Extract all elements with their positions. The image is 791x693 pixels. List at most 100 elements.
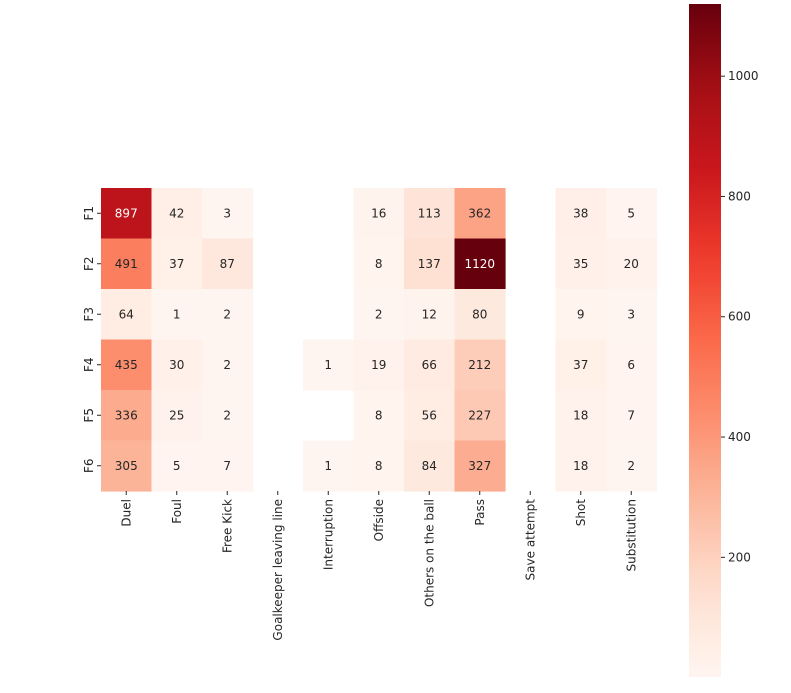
heatmap-cell xyxy=(606,339,658,391)
heatmap-cell xyxy=(202,238,254,290)
cell-value-label: 1 xyxy=(324,358,332,372)
heatmap-cell xyxy=(404,188,456,240)
cell-value-label: 8 xyxy=(375,459,383,473)
cell-value-label: 8 xyxy=(375,257,383,271)
cell-value-label: 18 xyxy=(573,408,588,422)
colorbar-fill xyxy=(689,4,721,677)
heatmap-cell xyxy=(353,188,405,240)
cell-value-label: 5 xyxy=(627,206,635,220)
heatmap-cell xyxy=(454,339,506,391)
y-tick-label: F2 xyxy=(82,256,96,271)
cell-value-label: 38 xyxy=(573,206,588,220)
heatmap-cell xyxy=(151,238,203,290)
cell-value-label: 56 xyxy=(422,408,437,422)
heatmap-cell xyxy=(202,289,254,341)
x-tick-label: Others on the ball xyxy=(422,499,436,607)
cell-value-label: 9 xyxy=(577,307,585,321)
y-tick-labels: F1 F2 F3 F4 F5 F6 xyxy=(82,206,101,473)
cell-value-label: 80 xyxy=(472,307,487,321)
cell-value-label: 19 xyxy=(371,358,386,372)
heatmap-cell xyxy=(454,440,506,492)
x-tick-label: Duel xyxy=(119,499,133,527)
cell-value-label: 2 xyxy=(223,307,231,321)
cell-value-label: 66 xyxy=(422,358,437,372)
heatmap-cell xyxy=(606,390,658,442)
cell-value-label: 305 xyxy=(115,459,138,473)
cell-value-label: 16 xyxy=(371,206,386,220)
cell-value-label: 327 xyxy=(468,459,491,473)
heatmap-cell xyxy=(101,390,153,442)
heatmap-cell xyxy=(404,390,456,442)
heatmap-cell xyxy=(454,390,506,442)
heatmap-cell xyxy=(606,238,658,290)
cell-value-label: 37 xyxy=(573,358,588,372)
colorbar-tick-label: 600 xyxy=(728,310,751,324)
cell-value-label: 113 xyxy=(418,206,441,220)
y-tick-label: F1 xyxy=(82,206,96,221)
cell-value-label: 37 xyxy=(169,257,184,271)
cell-value-label: 35 xyxy=(573,257,588,271)
cell-value-label: 212 xyxy=(468,358,491,372)
colorbar xyxy=(689,4,721,677)
heatmap-cell xyxy=(606,289,658,341)
heatmap-cell xyxy=(606,188,658,240)
heatmap-cell xyxy=(606,440,658,492)
heatmap-cell xyxy=(151,339,203,391)
heatmap-cell xyxy=(555,390,607,442)
cell-value-label: 5 xyxy=(173,459,181,473)
heatmap-cell xyxy=(404,440,456,492)
heatmap-cell xyxy=(202,339,254,391)
heatmap-cell xyxy=(151,188,203,240)
y-tick-label: F4 xyxy=(82,357,96,372)
cell-value-label: 336 xyxy=(115,408,138,422)
colorbar-tick-label: 800 xyxy=(728,189,751,203)
heatmap-cell xyxy=(555,289,607,341)
x-tick-labels: Duel Foul Free Kick Goalkeeper leaving line… xyxy=(119,491,638,641)
heatmap-cell xyxy=(454,289,506,341)
heatmap-cell xyxy=(404,339,456,391)
heatmap-cell xyxy=(101,238,153,290)
x-tick-label: Save attempt xyxy=(523,499,537,581)
cell-value-label: 7 xyxy=(223,459,231,473)
heatmap-cell xyxy=(202,390,254,442)
cell-value-label: 2 xyxy=(627,459,635,473)
colorbar-tick-label: 400 xyxy=(728,430,751,444)
heatmap-cell xyxy=(202,440,254,492)
cell-value-label: 8 xyxy=(375,408,383,422)
heatmap-cell xyxy=(555,440,607,492)
cell-value-label: 2 xyxy=(223,408,231,422)
cell-value-label: 30 xyxy=(169,358,184,372)
heatmap-cell xyxy=(151,390,203,442)
x-tick-label: Pass xyxy=(473,499,487,526)
cell-value-label: 6 xyxy=(627,358,635,372)
heatmap-cell xyxy=(353,390,405,442)
heatmap-cell xyxy=(555,339,607,391)
colorbar-tick-label: 1000 xyxy=(728,69,759,83)
y-tick-label: F5 xyxy=(82,408,96,423)
heatmap-cell xyxy=(353,339,405,391)
cell-value-label: 20 xyxy=(624,257,639,271)
heatmap-cell xyxy=(101,339,153,391)
cell-value-label: 12 xyxy=(422,307,437,321)
x-tick-label: Shot xyxy=(574,499,588,527)
x-tick-label: Free Kick xyxy=(220,499,234,553)
heatmap-cell xyxy=(404,238,456,290)
heatmap-cell xyxy=(151,440,203,492)
colorbar-ticks: 200 400 600 800 1000 xyxy=(721,69,759,564)
cell-value-label: 3 xyxy=(223,206,231,220)
cell-value-label: 87 xyxy=(220,257,235,271)
x-tick-label: Foul xyxy=(170,499,184,524)
cell-value-label: 227 xyxy=(468,408,491,422)
y-tick-label: F3 xyxy=(82,307,96,322)
cell-value-label: 42 xyxy=(169,206,184,220)
heatmap-cell xyxy=(303,440,355,492)
cell-value-label: 25 xyxy=(169,408,184,422)
cell-value-label: 64 xyxy=(119,307,134,321)
cell-value-label: 1120 xyxy=(464,257,495,271)
cell-value-label: 18 xyxy=(573,459,588,473)
cell-value-label: 491 xyxy=(115,257,138,271)
cell-value-label: 7 xyxy=(627,408,635,422)
cell-value-label: 2 xyxy=(223,358,231,372)
